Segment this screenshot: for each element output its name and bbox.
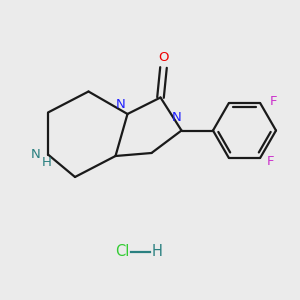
Text: F: F [270, 95, 278, 108]
Text: F: F [267, 155, 274, 168]
Text: N: N [172, 111, 182, 124]
Text: H: H [42, 155, 51, 169]
Text: Cl: Cl [115, 244, 129, 260]
Text: H: H [152, 244, 162, 260]
Text: O: O [158, 51, 169, 64]
Text: N: N [31, 148, 40, 161]
Text: N: N [116, 98, 126, 111]
